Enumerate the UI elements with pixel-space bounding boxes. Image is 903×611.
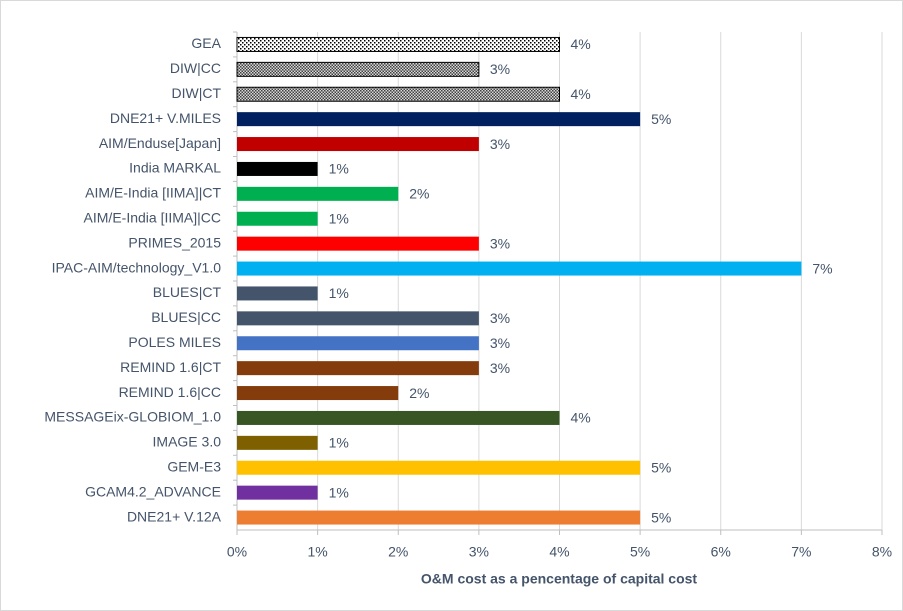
data-label: 1%: [329, 285, 349, 301]
bar: [237, 161, 318, 176]
bar: [237, 261, 802, 276]
data-label: 3%: [490, 360, 510, 376]
bar: [236, 61, 480, 77]
bar: [237, 410, 560, 425]
y-tick-label: PRIMES_2015: [128, 234, 221, 250]
y-tick-label: AIM/Enduse[Japan]: [99, 135, 221, 151]
bar: [237, 211, 318, 226]
y-tick-label: GCAM4.2_ADVANCE: [85, 483, 221, 499]
y-tick-label: REMIND 1.6|CC: [119, 384, 221, 400]
y-tick-label: BLUES|CT: [153, 284, 222, 300]
bar: [237, 485, 318, 500]
data-label: 2%: [409, 186, 429, 202]
x-tick-label: 3%: [469, 544, 489, 560]
y-tick-label: BLUES|CC: [151, 309, 221, 325]
x-axis-title: O&M cost as a pencentage of capital cost: [421, 571, 698, 587]
x-tick-label: 6%: [711, 544, 731, 560]
data-label: 1%: [329, 435, 349, 451]
bar: [237, 336, 479, 351]
y-tick-label: AIM/E-India [IIMA]|CC: [84, 209, 221, 225]
bar: [237, 286, 318, 301]
x-tick-label: 5%: [630, 544, 650, 560]
bar: [237, 311, 479, 326]
data-label: 3%: [490, 61, 510, 77]
y-tick-label: REMIND 1.6|CT: [120, 359, 221, 375]
y-tick-label: India MARKAL: [129, 160, 221, 176]
data-label: 3%: [490, 310, 510, 326]
x-tick-label: 2%: [388, 544, 408, 560]
y-tick-label: DIW|CT: [171, 85, 221, 101]
data-label: 7%: [812, 260, 832, 276]
data-label: 1%: [329, 161, 349, 177]
bar: [237, 137, 479, 152]
data-label: 5%: [651, 111, 671, 127]
y-tick-label: MESSAGEix-GLOBIOM_1.0: [44, 409, 221, 425]
data-label: 1%: [329, 484, 349, 500]
y-tick-label: AIM/E-India [IIMA]|CT: [85, 185, 221, 201]
bar: [237, 236, 479, 251]
data-label: 3%: [490, 335, 510, 351]
y-tick-label: DNE21+ V.MILES: [110, 110, 221, 126]
bar: [236, 86, 560, 102]
data-label: 5%: [651, 459, 671, 475]
y-tick-label: DIW|CC: [170, 60, 221, 76]
y-tick-label: GEM-E3: [167, 458, 221, 474]
data-label: 3%: [490, 235, 510, 251]
bar: [237, 510, 641, 525]
bar: [237, 435, 318, 450]
y-tick-label: POLES MILES: [128, 334, 221, 350]
data-label: 3%: [490, 136, 510, 152]
x-tick-label: 7%: [791, 544, 811, 560]
bar: [237, 386, 399, 401]
x-tick-label: 8%: [872, 544, 892, 560]
data-label: 1%: [329, 210, 349, 226]
bar: [236, 36, 560, 52]
data-label: 5%: [651, 509, 671, 525]
y-tick-label: IMAGE 3.0: [153, 434, 222, 450]
x-tick-label: 4%: [549, 544, 569, 560]
y-tick-label: DNE21+ V.12A: [127, 508, 222, 524]
x-tick-label: 0%: [227, 544, 247, 560]
data-label: 4%: [571, 36, 591, 52]
data-label: 2%: [409, 385, 429, 401]
y-tick-label: IPAC-AIM/technology_V1.0: [52, 259, 222, 275]
bar: [237, 361, 479, 376]
bar: [237, 460, 641, 475]
data-label: 4%: [571, 410, 591, 426]
y-tick-label: GEA: [191, 35, 221, 51]
bar: [237, 112, 641, 127]
x-tick-label: 1%: [308, 544, 328, 560]
data-label: 4%: [571, 86, 591, 102]
bar: [237, 186, 399, 201]
